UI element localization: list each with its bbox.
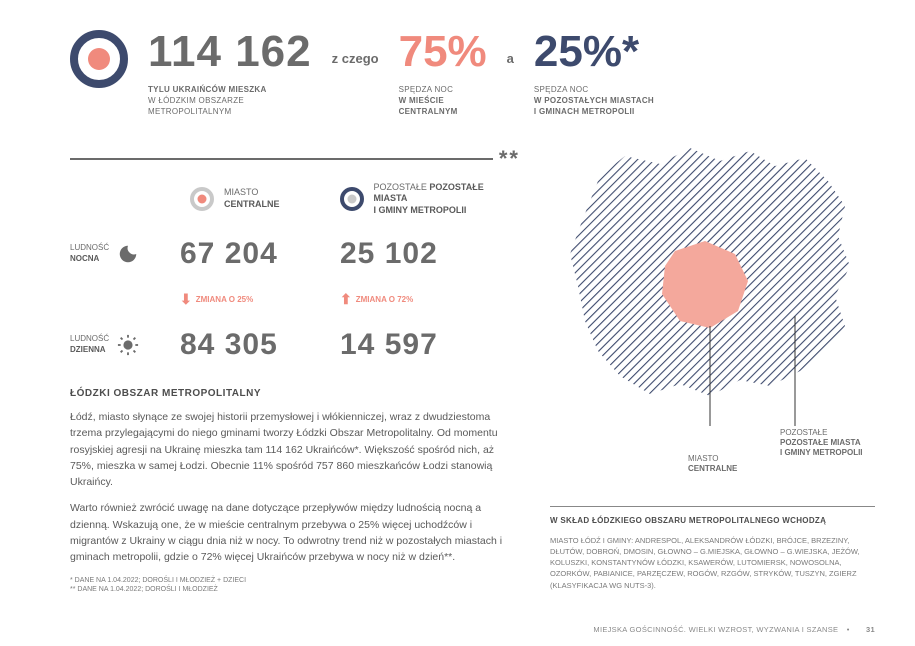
z-czego-label: z czego [332,51,379,66]
body-p2: Warto również zwrócić uwagę na dane doty… [70,500,520,565]
row-night-label: LUDNOŚĆ NOCNA [70,243,180,265]
total-number: 114 162 [148,30,312,74]
night-central: 67 204 [180,237,340,271]
arrow-up-icon: ⬆ [340,291,352,308]
day-central: 84 305 [180,328,340,362]
legend-central: MIASTO CENTRALNE [190,182,280,217]
central-pct-stat: 75% SPĘDZA NOC W MIEŚCIE CENTRALNYM [399,30,487,118]
row-day-label: LUDNOŚĆ DZIENNA [70,334,180,356]
meta-block: W SKŁAD ŁÓDZKIEGO OBSZARU METROPOLITALNE… [550,506,875,591]
night-other: 25 102 [340,237,500,271]
change-central: ⬇ ZMIANA O 25% [180,291,340,308]
moon-icon [117,243,139,265]
ring-icon-small-navy [340,187,364,211]
divider: ** [70,146,520,172]
page-footer: MIEJSKA GOŚCINNOŚĆ. WIELKI WZROST, WYZWA… [593,625,875,634]
ring-icon [70,30,128,88]
map-label-other: POZOSTAŁE POZOSTAŁE MIASTA I GMINY METRO… [780,428,870,459]
sun-icon [117,334,139,356]
a-label: a [507,51,514,66]
footnote-2: ** DANE NA 1.04.2022; DOROŚLI I MŁODZIEŻ [70,585,520,595]
legend-other: POZOSTAŁE POZOSTAŁE MIASTA I GMINY METRO… [340,182,521,217]
footnote-1: * DANE NA 1.04.2022; DOROŚLI I MŁODZIEŻ … [70,576,520,586]
pct-central: 75% [399,30,487,74]
arrow-down-icon: ⬇ [180,291,192,308]
pct-other: 25%* [534,30,654,74]
other-pct-stat: 25%* SPĘDZA NOC W POZOSTAŁYCH MIASTACH I… [534,30,654,118]
day-other: 14 597 [340,328,500,362]
change-other: ⬆ ZMIANA O 72% [340,291,500,308]
total-stat: 114 162 TYLU UKRAIŃCÓW MIESZKA W ŁÓDZKIM… [148,30,312,118]
ring-icon-small-salmon [190,187,214,211]
body-p1: Łódź, miasto słynące ze swojej historii … [70,409,520,490]
body-heading: ŁÓDZKI OBSZAR METROPOLITALNY [70,386,520,402]
metro-map: POZOSTAŁE POZOSTAŁE MIASTA I GMINY METRO… [550,136,870,426]
body-text: ŁÓDZKI OBSZAR METROPOLITALNY Łódź, miast… [70,386,520,595]
meta-heading: W SKŁAD ŁÓDZKIEGO OBSZARU METROPOLITALNE… [550,506,875,527]
meta-text: MIASTO ŁÓDŹ I GMINY: ANDRESPOL, ALEKSAND… [550,535,875,591]
map-label-central: MIASTO CENTRALNE [688,454,737,475]
